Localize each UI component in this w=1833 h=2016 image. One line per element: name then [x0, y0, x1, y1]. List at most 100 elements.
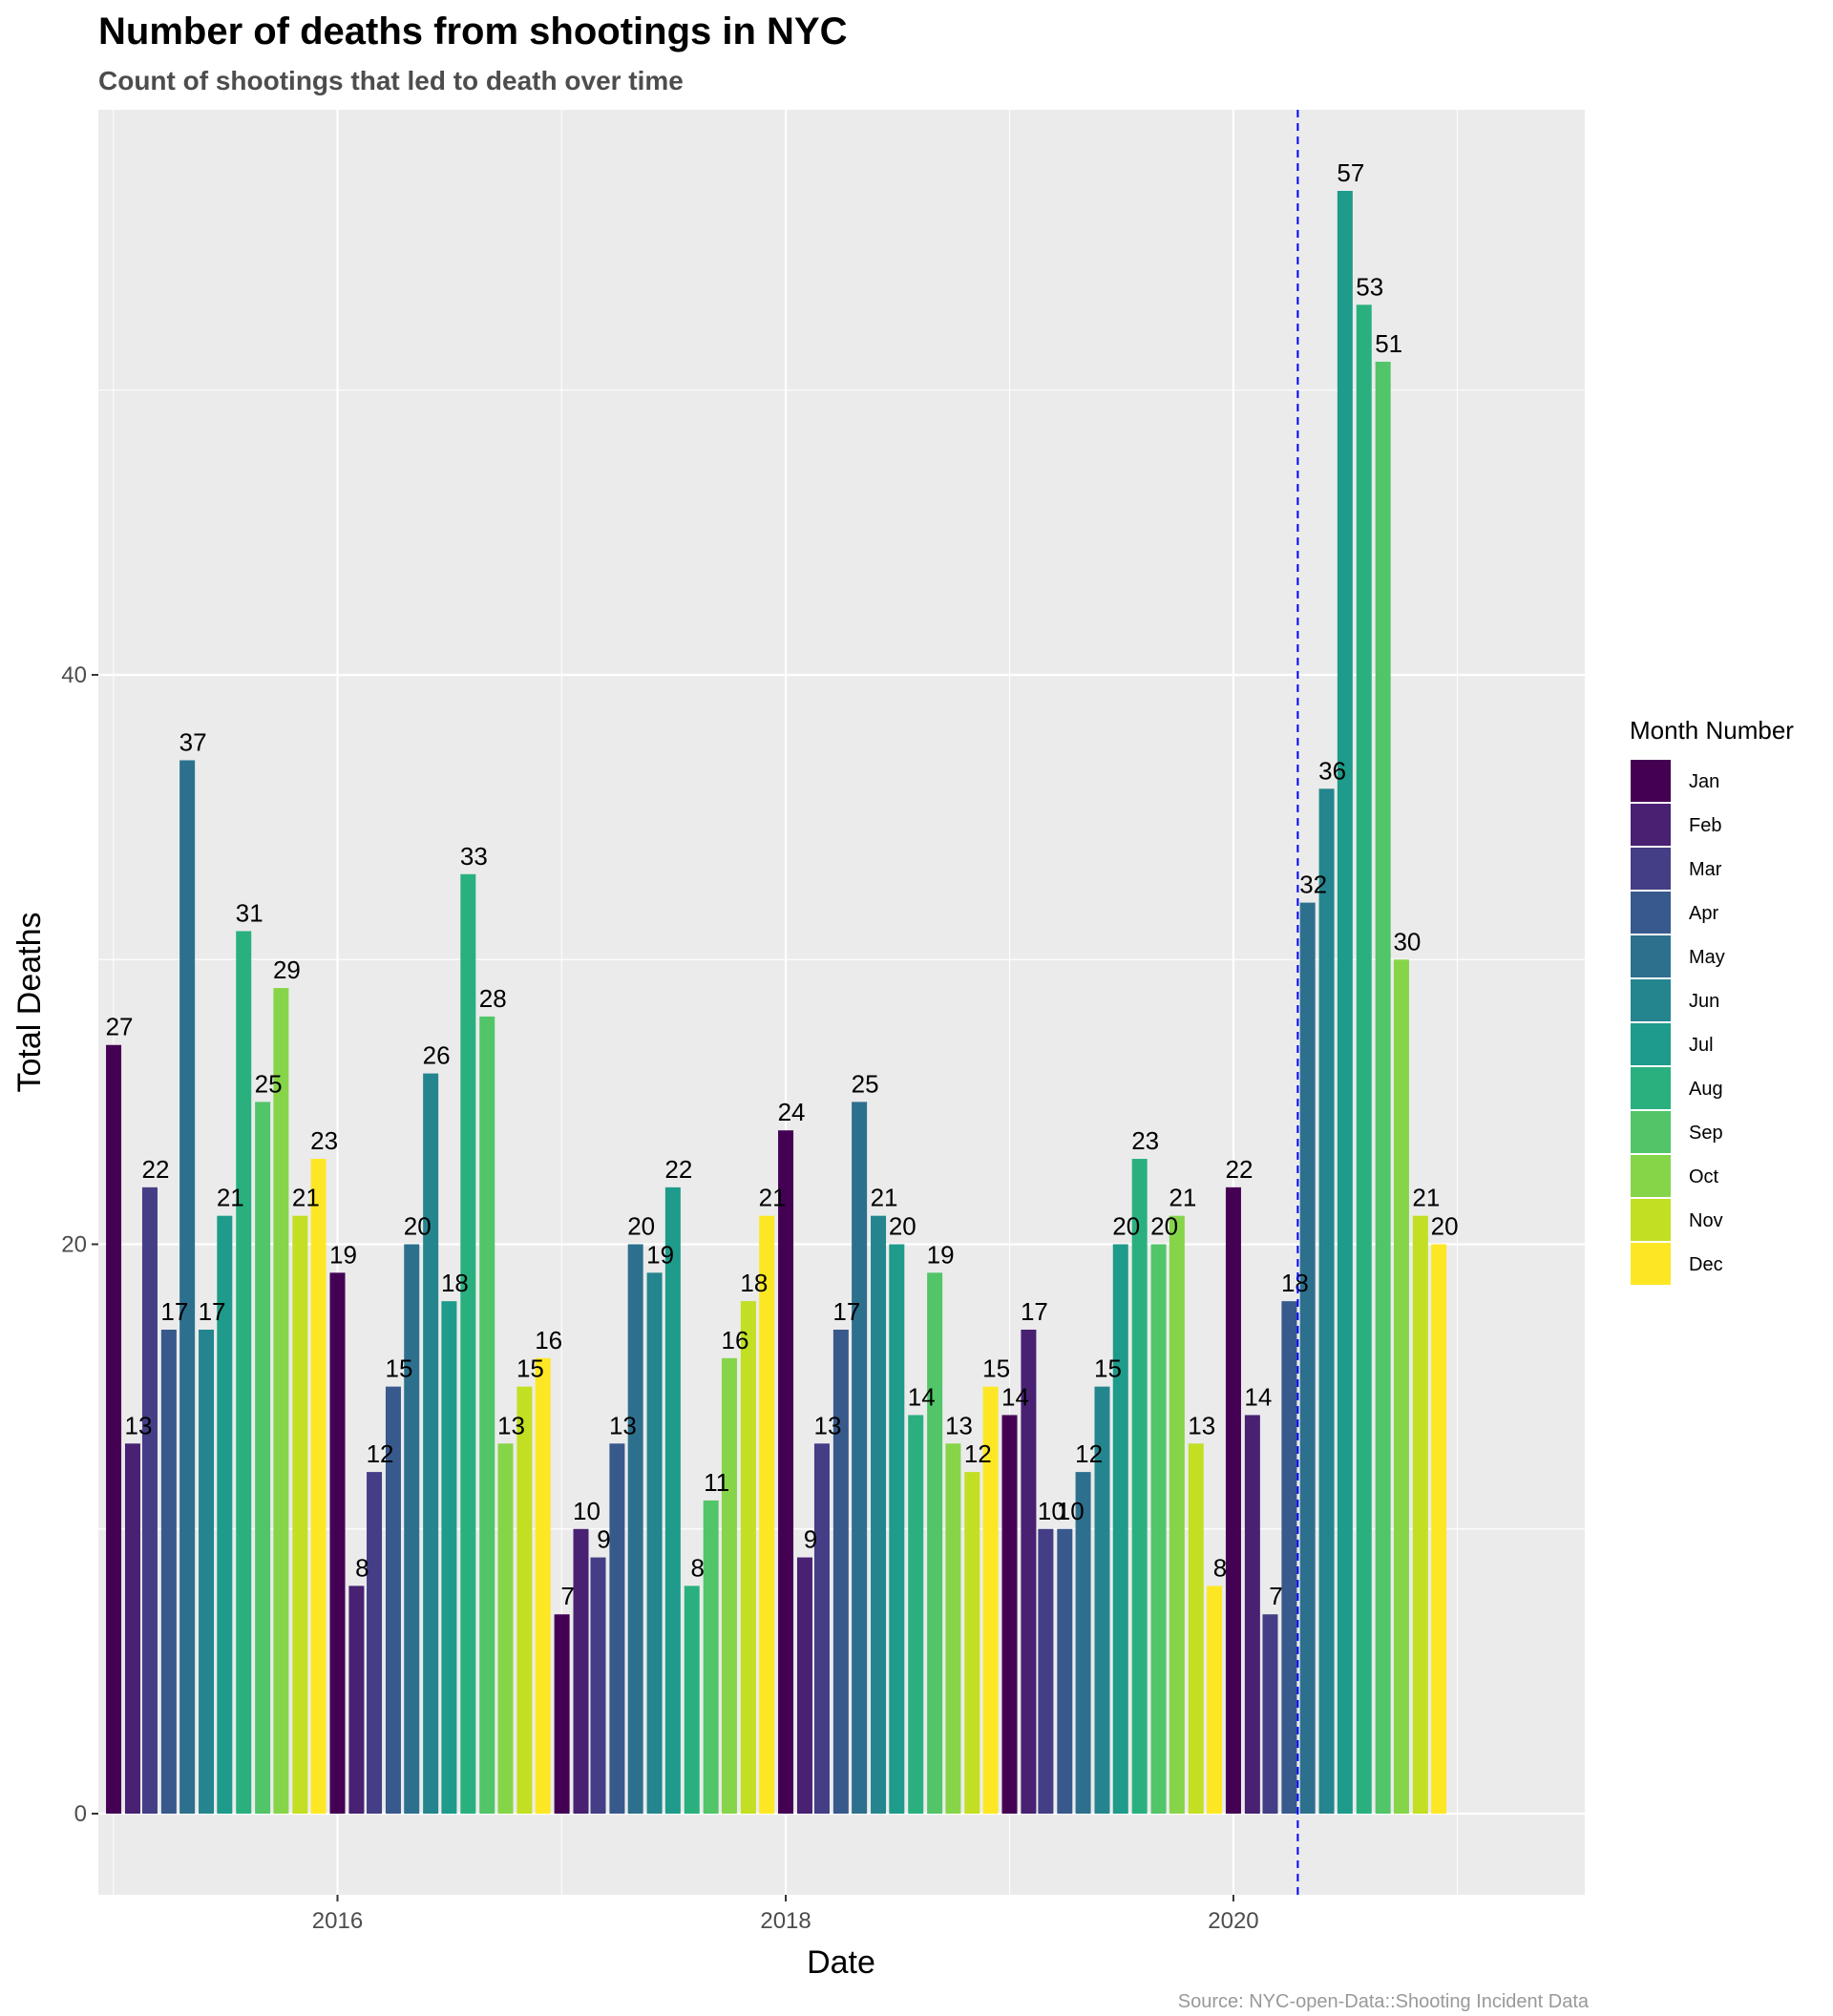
bar — [908, 1415, 924, 1814]
bar — [1094, 1386, 1110, 1814]
bar-value-label: 12 — [1075, 1439, 1103, 1468]
bar — [646, 1272, 663, 1814]
bar-value-label: 19 — [329, 1240, 357, 1269]
bar — [460, 873, 476, 1814]
bar-value-label: 21 — [292, 1184, 320, 1212]
bar-value-label: 13 — [125, 1411, 153, 1439]
bar — [516, 1386, 533, 1814]
legend-key-dec — [1629, 1241, 1673, 1287]
legend-key-may — [1629, 934, 1673, 979]
bar — [945, 1443, 961, 1814]
bar-value-label: 24 — [778, 1098, 806, 1126]
bar — [329, 1272, 346, 1814]
bar-value-label: 15 — [1094, 1354, 1122, 1383]
bar — [348, 1586, 365, 1814]
legend-label-nov: Nov — [1689, 1210, 1723, 1231]
bar — [982, 1386, 999, 1814]
legend-key-jan — [1629, 758, 1673, 804]
bar-value-label: 16 — [721, 1326, 748, 1354]
bar — [179, 760, 196, 1814]
bar-value-label: 17 — [199, 1297, 226, 1326]
bar — [273, 988, 289, 1814]
bar — [535, 1357, 551, 1814]
legend-label-apr: Apr — [1689, 903, 1718, 924]
bar-value-label: 10 — [1057, 1497, 1085, 1525]
bar-value-label: 21 — [1412, 1184, 1440, 1212]
y-axis-ticks: 0 20 40 — [61, 662, 98, 1827]
bar-value-label: 31 — [236, 898, 263, 927]
bar-labels: 27 13 22 17 37 17 21 31 25 29 21 23 19 8 12 15 20 26 18 33 2… — [106, 158, 1459, 1610]
bar-value-label: 21 — [759, 1184, 787, 1212]
bar — [479, 1016, 495, 1814]
bar — [832, 1329, 849, 1814]
bar-value-label: 23 — [310, 1126, 338, 1155]
bar-value-label: 9 — [804, 1525, 817, 1554]
x-tick-label: 2016 — [312, 1908, 363, 1934]
x-tick-label: 2018 — [760, 1908, 811, 1934]
bar — [1021, 1329, 1037, 1814]
bar — [1244, 1415, 1260, 1814]
bar-value-label: 19 — [646, 1240, 674, 1269]
bar-value-label: 27 — [106, 1013, 134, 1041]
bar-value-label: 22 — [1225, 1155, 1253, 1184]
bar-value-label: 11 — [704, 1468, 729, 1497]
bar-value-label: 18 — [1281, 1269, 1309, 1297]
bar — [1188, 1443, 1204, 1814]
bar-value-label: 15 — [385, 1354, 412, 1383]
bar-value-label: 29 — [273, 956, 301, 984]
bar — [813, 1443, 830, 1814]
bar-value-label: 36 — [1318, 756, 1346, 785]
bar — [664, 1186, 681, 1814]
bar-value-label: 23 — [1131, 1126, 1159, 1155]
bar — [852, 1102, 868, 1814]
bar — [1131, 1159, 1148, 1814]
bar — [423, 1073, 439, 1814]
bar — [1057, 1528, 1073, 1814]
legend-label-may: May — [1689, 947, 1725, 968]
bar-value-label: 18 — [740, 1269, 768, 1297]
bar-value-label: 22 — [141, 1155, 169, 1184]
bar-value-label: 21 — [871, 1184, 898, 1212]
bar-value-label: 8 — [1213, 1553, 1227, 1582]
legend-key-aug — [1629, 1065, 1673, 1111]
bar — [310, 1159, 327, 1814]
bar — [1375, 361, 1391, 1814]
legend-label-aug: Aug — [1689, 1079, 1723, 1100]
bar — [573, 1528, 589, 1814]
bar-value-label: 17 — [160, 1297, 188, 1326]
bar-value-label: 10 — [1038, 1497, 1065, 1525]
bar — [684, 1586, 700, 1814]
bar-value-label: 21 — [217, 1184, 244, 1212]
x-axis-ticks: 2016 2018 2020 — [312, 1895, 1259, 1934]
bar — [759, 1215, 775, 1814]
bar-value-label: 53 — [1356, 272, 1383, 301]
bar — [141, 1186, 158, 1814]
bar — [404, 1244, 420, 1814]
bar — [217, 1215, 233, 1814]
bar — [441, 1301, 457, 1814]
bar — [703, 1500, 719, 1814]
bar — [292, 1215, 308, 1814]
legend-key-jul — [1629, 1021, 1673, 1067]
bar-value-label: 25 — [255, 1069, 283, 1098]
bar-value-label: 37 — [179, 727, 207, 756]
bar — [236, 931, 252, 1814]
bar-value-label: 20 — [627, 1212, 655, 1241]
bar-value-label: 33 — [460, 842, 488, 871]
bar-value-label: 18 — [441, 1269, 469, 1297]
bar — [927, 1272, 943, 1814]
bar-value-label: 12 — [964, 1439, 992, 1468]
legend-label-sep: Sep — [1689, 1123, 1723, 1144]
legend-key-nov — [1629, 1197, 1673, 1243]
bar — [554, 1614, 570, 1814]
legend-label-jan: Jan — [1689, 771, 1719, 792]
bar-value-label: 13 — [813, 1411, 841, 1439]
bar-value-label: 26 — [423, 1041, 451, 1070]
bar — [1337, 191, 1353, 1814]
bar-value-label: 7 — [1269, 1582, 1282, 1610]
bar-value-label: 25 — [852, 1069, 879, 1098]
bar-value-label: 10 — [573, 1497, 600, 1525]
bar — [385, 1386, 401, 1814]
bar-value-label: 17 — [832, 1297, 860, 1326]
bar-value-label: 14 — [1001, 1382, 1029, 1411]
